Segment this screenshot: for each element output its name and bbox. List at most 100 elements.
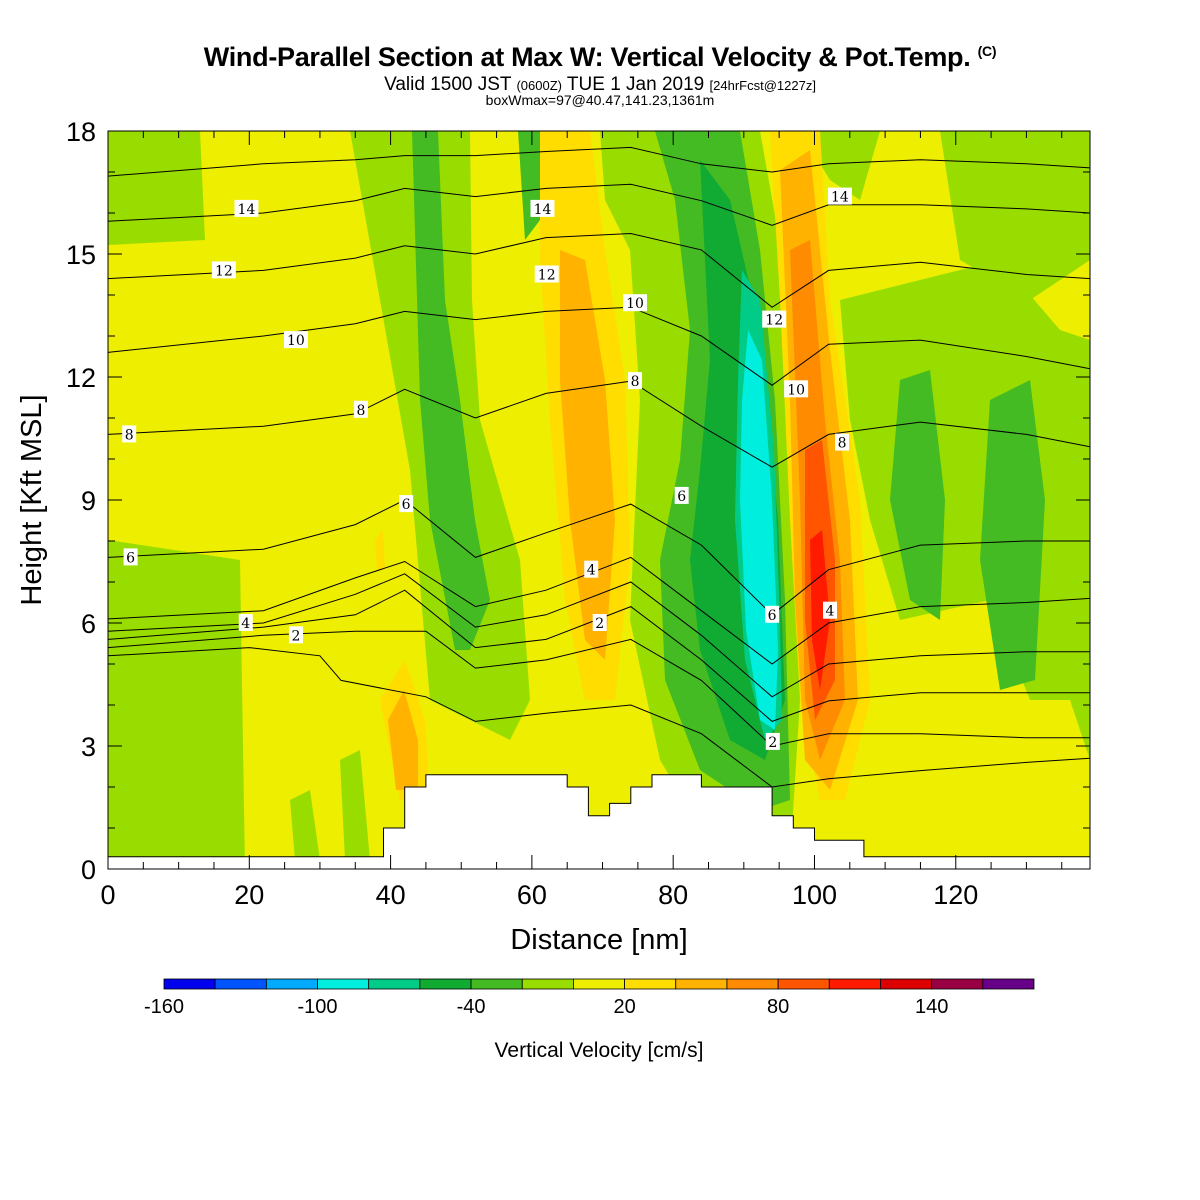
colorbar-swatch — [265, 978, 318, 990]
y-tick-label: 12 — [66, 363, 96, 393]
contour-label-bg — [674, 486, 689, 504]
contour-label-text: 2 — [291, 628, 300, 644]
forecast-label: [24hrFcst@1227z] — [709, 78, 816, 93]
contour-label: 8 — [353, 400, 368, 419]
contour-label: 14 — [530, 199, 555, 218]
contour-label-bg — [211, 261, 236, 279]
colorbar-tick-label: -100 — [298, 996, 338, 1018]
contour-label-bg — [835, 433, 850, 451]
y-tick-label: 15 — [66, 240, 96, 270]
chart-title: Wind-Parallel Section at Max W: Vertical… — [0, 42, 1200, 73]
x-tick-label: 80 — [658, 880, 688, 910]
colorbar-swatch — [521, 978, 574, 990]
contour-label: 12 — [211, 261, 236, 279]
theta-contour-line — [108, 630, 1090, 747]
contour-label: 10 — [623, 294, 648, 312]
colorbar-swatch — [880, 978, 933, 990]
velocity-region — [412, 131, 490, 650]
contour-label-text: 10 — [787, 382, 805, 398]
colorbar-swatch — [828, 978, 881, 990]
contour-label-bg — [534, 265, 559, 283]
x-tick-label: 120 — [933, 880, 978, 910]
contour-label-text: 10 — [626, 296, 644, 312]
colorbar-swatch — [777, 978, 830, 990]
contour-label-bg — [823, 601, 838, 619]
y-tick-label: 18 — [66, 117, 96, 147]
contour-label: 6 — [765, 605, 780, 624]
colorbar-tick-label: -40 — [457, 996, 486, 1018]
colorbar-swatch — [317, 978, 370, 990]
colorbar-swatch — [368, 978, 421, 990]
contour-label: 14 — [234, 199, 259, 218]
contour-label-text: 2 — [595, 616, 604, 632]
velocity-region — [340, 750, 370, 860]
contour-label: 2 — [592, 614, 607, 632]
colorbar-tick-label: 80 — [767, 996, 789, 1018]
x-tick-label: 40 — [376, 880, 406, 910]
contour-label-bg — [399, 495, 414, 513]
contour-label-text: 10 — [287, 333, 305, 349]
colorbar-tick-label: 20 — [613, 996, 635, 1018]
chart-title-text: Wind-Parallel Section at Max W: Vertical… — [203, 42, 971, 72]
contour-label-text: 14 — [534, 202, 552, 218]
contour-label-bg — [288, 626, 303, 644]
colorbar-swatch — [214, 978, 267, 990]
contour-label-bg — [283, 331, 308, 349]
y-tick-label: 0 — [81, 855, 96, 885]
contour-label-text: 14 — [831, 190, 849, 206]
contour-label-text: 8 — [631, 374, 640, 390]
contour-label: 10 — [784, 380, 809, 398]
valid-time-line: Valid 1500 JST (0600Z) TUE 1 Jan 2019 [2… — [0, 74, 1200, 96]
colorbar-swatch — [982, 978, 1035, 990]
theta-contour-line — [108, 499, 1090, 616]
x-axis-ticks: 0 20 40 60 80 100 120 — [100, 131, 1063, 910]
contour-label: 4 — [584, 560, 599, 579]
contour-label-text: 6 — [126, 550, 135, 566]
contour-label-text: 6 — [402, 497, 411, 513]
x-tick-label: 20 — [234, 880, 264, 910]
contour-label: 14 — [827, 187, 852, 206]
velocity-region — [388, 690, 418, 790]
contour-label-bg — [584, 560, 599, 578]
contour-label-text: 6 — [768, 608, 777, 624]
x-tick-label: 60 — [517, 880, 547, 910]
contour-label: 12 — [762, 310, 787, 329]
contour-label-bg — [592, 614, 607, 631]
colorbar-swatch — [931, 978, 984, 990]
y-tick-label: 3 — [81, 732, 96, 762]
contour-label-bg — [784, 380, 809, 398]
theta-contour-line — [108, 573, 1090, 698]
copyright-mark: (C) — [977, 43, 997, 59]
theta-contour-line — [108, 232, 1090, 308]
contour-label: 12 — [534, 265, 559, 284]
valid-utc-label: (0600Z) — [516, 78, 562, 93]
velocity-region — [890, 370, 945, 620]
theta-contour-line — [108, 556, 1090, 665]
contour-label: 8 — [122, 425, 137, 443]
contour-label-bg — [628, 372, 643, 390]
contour-label: 4 — [823, 601, 838, 620]
contour-label-text: 14 — [238, 202, 256, 218]
contour-label-bg — [765, 732, 780, 750]
contour-label: 4 — [238, 614, 253, 632]
velocity-region — [810, 530, 830, 690]
velocity-region — [980, 380, 1045, 690]
velocity-region — [940, 131, 1090, 300]
contour-label-text: 12 — [538, 268, 556, 284]
contour-label-bg — [238, 614, 253, 631]
velocity-region — [740, 330, 778, 730]
colorbar-swatch — [419, 978, 472, 990]
velocity-region — [108, 540, 245, 869]
y-tick-label: 6 — [81, 609, 96, 639]
x-axis-title: Distance [nm] — [510, 924, 687, 956]
terrain — [107, 774, 1091, 870]
contour-label-text: 8 — [125, 427, 134, 443]
contour-label-text: 12 — [215, 263, 233, 279]
velocity-region — [290, 790, 320, 860]
theta-contour-line — [108, 183, 1090, 226]
colorbar-swatch — [573, 978, 625, 990]
contour-label: 10 — [283, 331, 308, 349]
contour-label-text: 12 — [765, 313, 783, 329]
colorbar: -160 -100 -40 20 80 140 — [144, 978, 1035, 1018]
